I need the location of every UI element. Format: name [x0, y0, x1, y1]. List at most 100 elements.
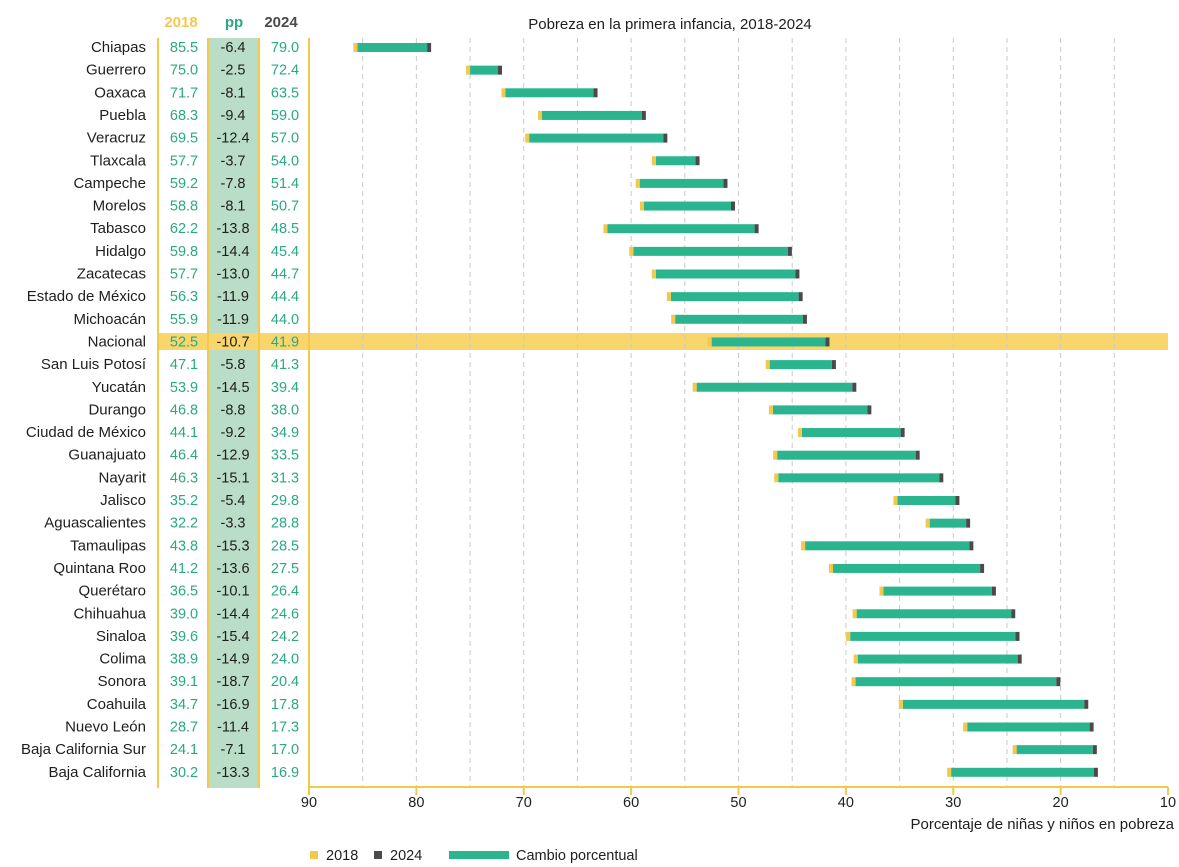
value-2024: 57.0	[271, 131, 299, 147]
value-2024: 39.4	[271, 380, 299, 396]
row-label: Hidalgo	[95, 243, 146, 260]
legend-swatch-2018	[310, 851, 318, 859]
marker-2024	[730, 201, 735, 211]
value-2018: 35.2	[170, 493, 198, 509]
marker-2018	[801, 541, 806, 551]
value-2018: 57.7	[170, 153, 198, 169]
change-bar	[855, 677, 1057, 687]
value-2018: 57.7	[170, 267, 198, 283]
change-bar	[801, 428, 901, 438]
value-pp: -10.7	[216, 334, 249, 350]
value-2024: 17.0	[271, 742, 299, 758]
value-pp: -14.5	[216, 380, 249, 396]
legend-label-2018: 2018	[326, 848, 358, 864]
marker-2024	[867, 405, 872, 415]
value-2018: 44.1	[170, 425, 198, 441]
marker-2024	[1084, 699, 1089, 709]
change-bar	[857, 654, 1018, 664]
change-bar	[856, 609, 1012, 619]
marker-2018	[466, 65, 471, 75]
value-2024: 51.4	[271, 176, 299, 192]
row-label: Coahuila	[87, 696, 147, 713]
change-bar	[675, 314, 803, 324]
change-bar	[711, 337, 826, 347]
change-bar	[607, 224, 755, 234]
marker-2018	[651, 269, 656, 279]
marker-2024	[955, 496, 960, 505]
marker-2024	[1089, 722, 1094, 732]
marker-2018	[629, 246, 634, 256]
value-2018: 39.0	[170, 606, 198, 622]
highlight-row	[158, 333, 1168, 350]
change-bar	[542, 110, 642, 120]
value-2024: 79.0	[271, 40, 299, 56]
value-pp: -12.4	[216, 131, 249, 147]
x-tick-label: 50	[730, 795, 746, 811]
marker-2018	[353, 43, 358, 52]
x-tick-label: 80	[408, 795, 424, 811]
value-2018: 46.8	[170, 402, 198, 418]
legend-swatch-2024	[374, 851, 382, 859]
marker-2024	[966, 518, 971, 528]
row-label: San Luis Potosí	[41, 356, 147, 373]
marker-2024	[798, 292, 803, 302]
bars	[353, 43, 1098, 777]
row-label: Yucatán	[92, 379, 146, 396]
value-2018: 58.8	[170, 199, 198, 215]
value-2018: 41.2	[170, 561, 198, 577]
marker-2018	[774, 473, 779, 483]
marker-2018	[525, 133, 530, 143]
marker-2024	[1092, 745, 1097, 755]
marker-2024	[1017, 654, 1022, 664]
value-pp: -2.5	[221, 63, 246, 79]
row-label: Veracruz	[87, 130, 146, 147]
marker-2018	[538, 110, 543, 120]
value-pp: -13.8	[216, 221, 249, 237]
row-label: Guerrero	[86, 62, 146, 79]
change-bar	[505, 88, 594, 98]
marker-2018	[853, 654, 858, 664]
marker-2018	[635, 178, 640, 188]
marker-2018	[893, 496, 898, 505]
change-bar	[902, 699, 1085, 709]
value-2024: 44.0	[271, 312, 299, 328]
value-2024: 44.4	[271, 289, 299, 305]
header-2024: 2024	[264, 14, 298, 31]
value-pp: -3.7	[221, 153, 246, 169]
value-2018: 36.5	[170, 584, 198, 600]
change-bar	[777, 450, 916, 460]
gridlines	[362, 38, 1115, 786]
value-pp: -11.9	[217, 312, 249, 328]
value-pp: -11.4	[217, 720, 249, 736]
marker-2018	[692, 382, 697, 392]
change-bar	[357, 43, 428, 52]
value-pp: -7.1	[221, 742, 246, 758]
value-2024: 16.9	[271, 765, 299, 781]
value-2024: 24.2	[271, 629, 299, 645]
pp-band	[208, 38, 259, 788]
legend: 2018 2024 Cambio porcentual	[310, 848, 638, 864]
row-label: Nayarit	[98, 469, 146, 486]
x-tick-label: 70	[516, 795, 532, 811]
value-2024: 24.0	[271, 652, 299, 668]
marker-2024	[825, 337, 830, 347]
row-label: Tamaulipas	[70, 537, 146, 554]
value-2018: 59.8	[170, 244, 198, 260]
value-2018: 39.1	[170, 674, 198, 690]
value-pp: -15.1	[216, 470, 249, 486]
marker-2024	[641, 110, 646, 120]
value-2024: 34.9	[271, 425, 299, 441]
value-2024: 28.8	[271, 516, 299, 532]
value-2024: 28.5	[271, 538, 299, 554]
marker-2018	[828, 563, 833, 573]
change-bar	[1016, 745, 1093, 755]
change-bar	[633, 246, 788, 256]
change-bar	[696, 382, 853, 392]
marker-2024	[1011, 609, 1016, 619]
value-2018: 47.1	[170, 357, 198, 373]
value-2024: 31.3	[271, 470, 299, 486]
marker-2024	[695, 156, 700, 166]
x-ticks: 90 80 70 60 50 40 30 20 10	[301, 787, 1176, 811]
value-2024: 44.7	[271, 267, 299, 283]
x-tick-label: 20	[1053, 795, 1069, 811]
